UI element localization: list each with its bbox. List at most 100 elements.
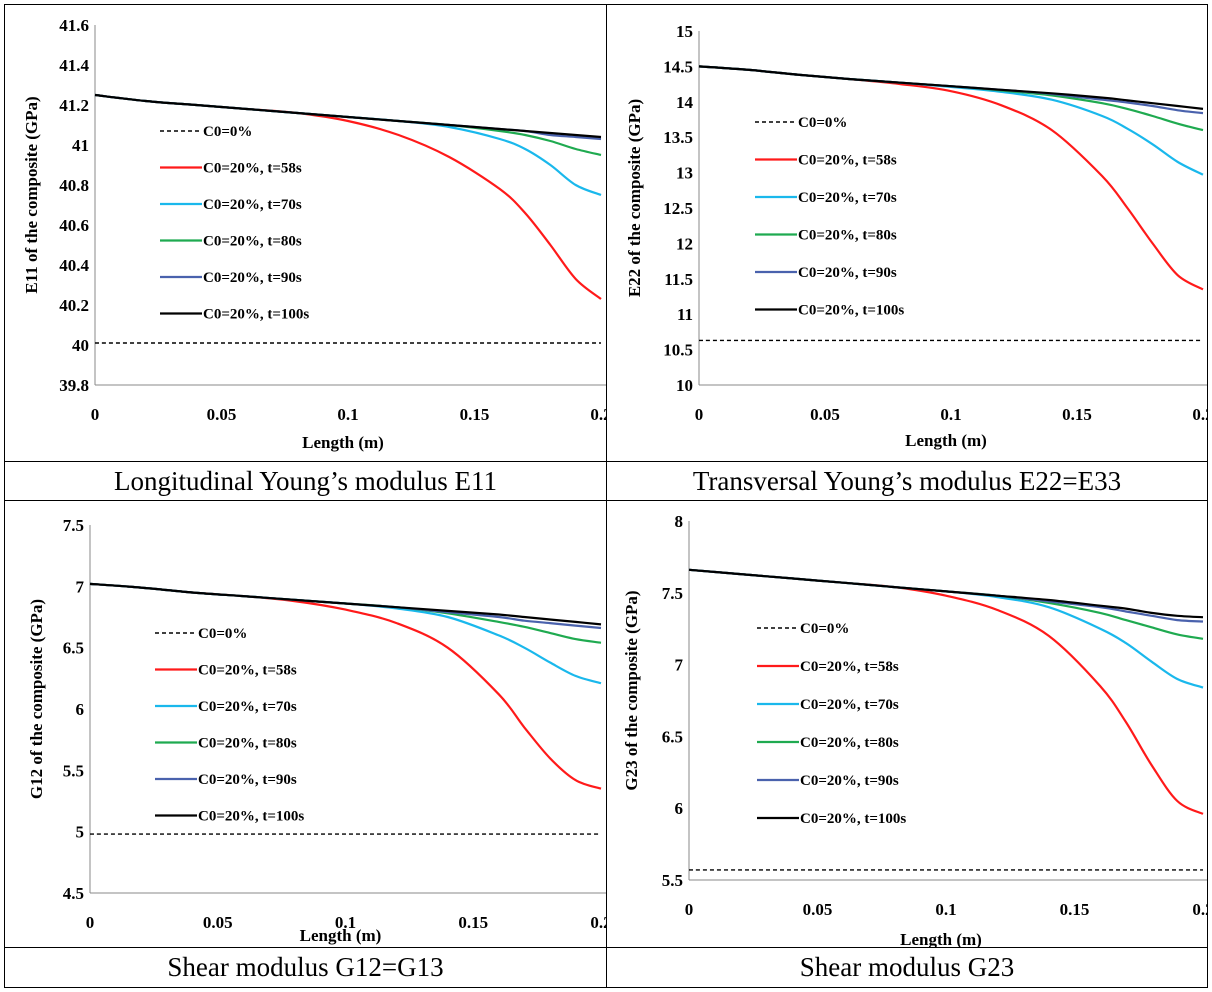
x-tick-label: 0.15 — [460, 405, 490, 424]
y-tick-label: 13 — [676, 164, 693, 183]
y-tick-label: 8 — [675, 512, 684, 531]
caption-g12: Shear modulus G12=G13 — [167, 952, 444, 982]
x-tick-label: 0.1 — [935, 900, 956, 919]
y-tick-label: 40 — [72, 336, 89, 355]
series-line — [94, 93, 602, 300]
y-tick-label: 15 — [676, 22, 693, 41]
x-tick-label: 0.2 — [590, 913, 606, 932]
x-tick-label: 0 — [86, 913, 95, 932]
y-tick-label: 41.2 — [59, 96, 89, 115]
x-tick-label: 0.05 — [207, 405, 237, 424]
series-line — [89, 582, 602, 626]
series-line — [94, 93, 602, 197]
y-tick-label: 7 — [76, 577, 85, 596]
x-tick-label: 0.05 — [803, 900, 833, 919]
y-tick-label: 4.5 — [63, 884, 84, 903]
legend-label: C0=20%, t=70s — [798, 190, 897, 206]
y-tick-label: 40.4 — [59, 256, 89, 275]
legend-label: C0=20%, t=90s — [800, 773, 899, 789]
y-tick-label: 6 — [675, 799, 684, 818]
y-tick-label: 40.6 — [59, 216, 89, 235]
y-tick-label: 14.5 — [663, 57, 693, 76]
y-tick-label: 12.5 — [663, 199, 693, 218]
x-tick-label: 0.15 — [1060, 900, 1090, 919]
x-tick-label: 0 — [91, 405, 100, 424]
x-axis-label: Length (m) — [905, 431, 987, 450]
x-tick-label: 0.2 — [590, 405, 606, 424]
legend-label: C0=20%, t=80s — [198, 736, 297, 752]
y-tick-label: 40.8 — [59, 176, 89, 195]
y-tick-label: 13.5 — [663, 128, 693, 147]
chart-panel-g23: 5.5 6 6.5 7 7.5 8 0 0.05 0.1 0.15 0.2 Length (m) G23… — [607, 501, 1207, 947]
legend-label: C0=20%, t=58s — [800, 659, 899, 675]
x-tick-label: 0.05 — [810, 405, 840, 424]
series-line — [688, 568, 1204, 619]
legend-label: C0=20%, t=100s — [203, 307, 309, 323]
x-axis-label: Length (m) — [302, 433, 384, 452]
y-tick-label: 39.8 — [59, 376, 89, 395]
y-tick-label: 7.5 — [63, 516, 84, 535]
x-tick-label: 0.1 — [337, 405, 358, 424]
legend-label: C0=20%, t=70s — [198, 699, 297, 715]
y-tick-label: 10.5 — [663, 341, 693, 360]
legend-label: C0=0% — [198, 626, 247, 642]
series-line — [698, 65, 1204, 110]
y-tick-label: 40.2 — [59, 296, 89, 315]
legend-label: C0=20%, t=90s — [198, 772, 297, 788]
divider — [606, 5, 607, 987]
caption-e11: Longitudinal Young’s modulus E11 — [113, 466, 498, 496]
y-tick-label: 10 — [676, 376, 693, 395]
y-tick-label: 11 — [677, 305, 693, 324]
legend-label: C0=0% — [798, 115, 847, 131]
figure-grid: 39.8 40 40.2 40.4 40.6 40.8 41 41.2 41.4 41.6 0 0.0… — [4, 4, 1208, 988]
y-tick-label: 41 — [72, 136, 89, 155]
y-tick-label: 6.5 — [63, 639, 84, 658]
legend-label: C0=20%, t=100s — [198, 809, 304, 825]
legend-label: C0=20%, t=80s — [203, 234, 302, 250]
legend-label: C0=20%, t=58s — [203, 161, 302, 177]
legend-label: C0=20%, t=100s — [800, 811, 906, 827]
x-axis-label: Length (m) — [300, 926, 382, 945]
chart-panel-e22: 10 10.5 11 11.5 12 12.5 13 13.5 14 14.5 15 0 0.05 0.1… — [607, 5, 1207, 461]
legend-label: C0=20%, t=70s — [800, 697, 899, 713]
x-tick-label: 0.2 — [1192, 405, 1207, 424]
x-tick-label: 0.1 — [940, 405, 961, 424]
chart-panel-g12: 4.5 5 5.5 6 6.5 7 7.5 0 0.05 0.1 0.15 0.2 Length (m)… — [5, 501, 606, 947]
series-line — [89, 582, 602, 644]
y-tick-label: 12 — [676, 234, 693, 253]
x-axis-label: Length (m) — [900, 930, 982, 947]
legend-label: C0=20%, t=58s — [198, 663, 297, 679]
x-tick-label: 0.1 — [335, 913, 356, 932]
y-tick-label: 11.5 — [664, 270, 693, 289]
caption-g23: Shear modulus G23 — [799, 952, 1015, 982]
legend-label: C0=20%, t=58s — [798, 153, 897, 169]
series-line — [89, 582, 602, 790]
x-tick-label: 0 — [695, 405, 704, 424]
y-axis-label: G23 of the composite (GPa) — [622, 590, 641, 790]
series-line — [94, 93, 602, 139]
legend-label: C0=0% — [800, 621, 849, 637]
caption-e22: Transversal Young’s modulus E22=E33 — [692, 466, 1122, 496]
chart-e22: 10 10.5 11 11.5 12 12.5 13 13.5 14 14.5 15 0 0.05 0.1… — [625, 22, 1207, 450]
y-tick-label: 5.5 — [662, 871, 683, 890]
chart-g12: 4.5 5 5.5 6 6.5 7 7.5 0 0.05 0.1 0.15 0.2 Length (m)… — [27, 516, 606, 945]
chart-e11: 39.8 40 40.2 40.4 40.6 40.8 41 41.2 41.4 41.6 0 0.0… — [22, 16, 606, 452]
y-axis-label: G12 of the composite (GPa) — [27, 599, 46, 799]
y-axis-label: E11 of the composite (GPa) — [22, 96, 41, 293]
legend-label: C0=20%, t=100s — [798, 303, 904, 319]
y-tick-label: 14 — [676, 93, 694, 112]
y-tick-label: 7 — [675, 656, 684, 675]
series-line — [698, 65, 1204, 132]
legend-label: C0=20%, t=90s — [203, 270, 302, 286]
y-axis-label: E22 of the composite (GPa) — [625, 99, 644, 297]
legend-label: C0=20%, t=80s — [800, 735, 899, 751]
chart-panel-e11: 39.8 40 40.2 40.4 40.6 40.8 41 41.2 41.4 41.6 0 0.0… — [5, 5, 606, 461]
x-tick-label: 0.2 — [1192, 900, 1207, 919]
y-tick-label: 41.6 — [59, 16, 89, 35]
y-tick-label: 5.5 — [63, 761, 84, 780]
legend-label: C0=0% — [203, 124, 252, 140]
chart-g23: 5.5 6 6.5 7 7.5 8 0 0.05 0.1 0.15 0.2 Length (m) G23… — [622, 512, 1207, 947]
series-line — [688, 568, 1204, 815]
x-tick-label: 0.05 — [203, 913, 233, 932]
x-tick-label: 0.15 — [1062, 405, 1092, 424]
